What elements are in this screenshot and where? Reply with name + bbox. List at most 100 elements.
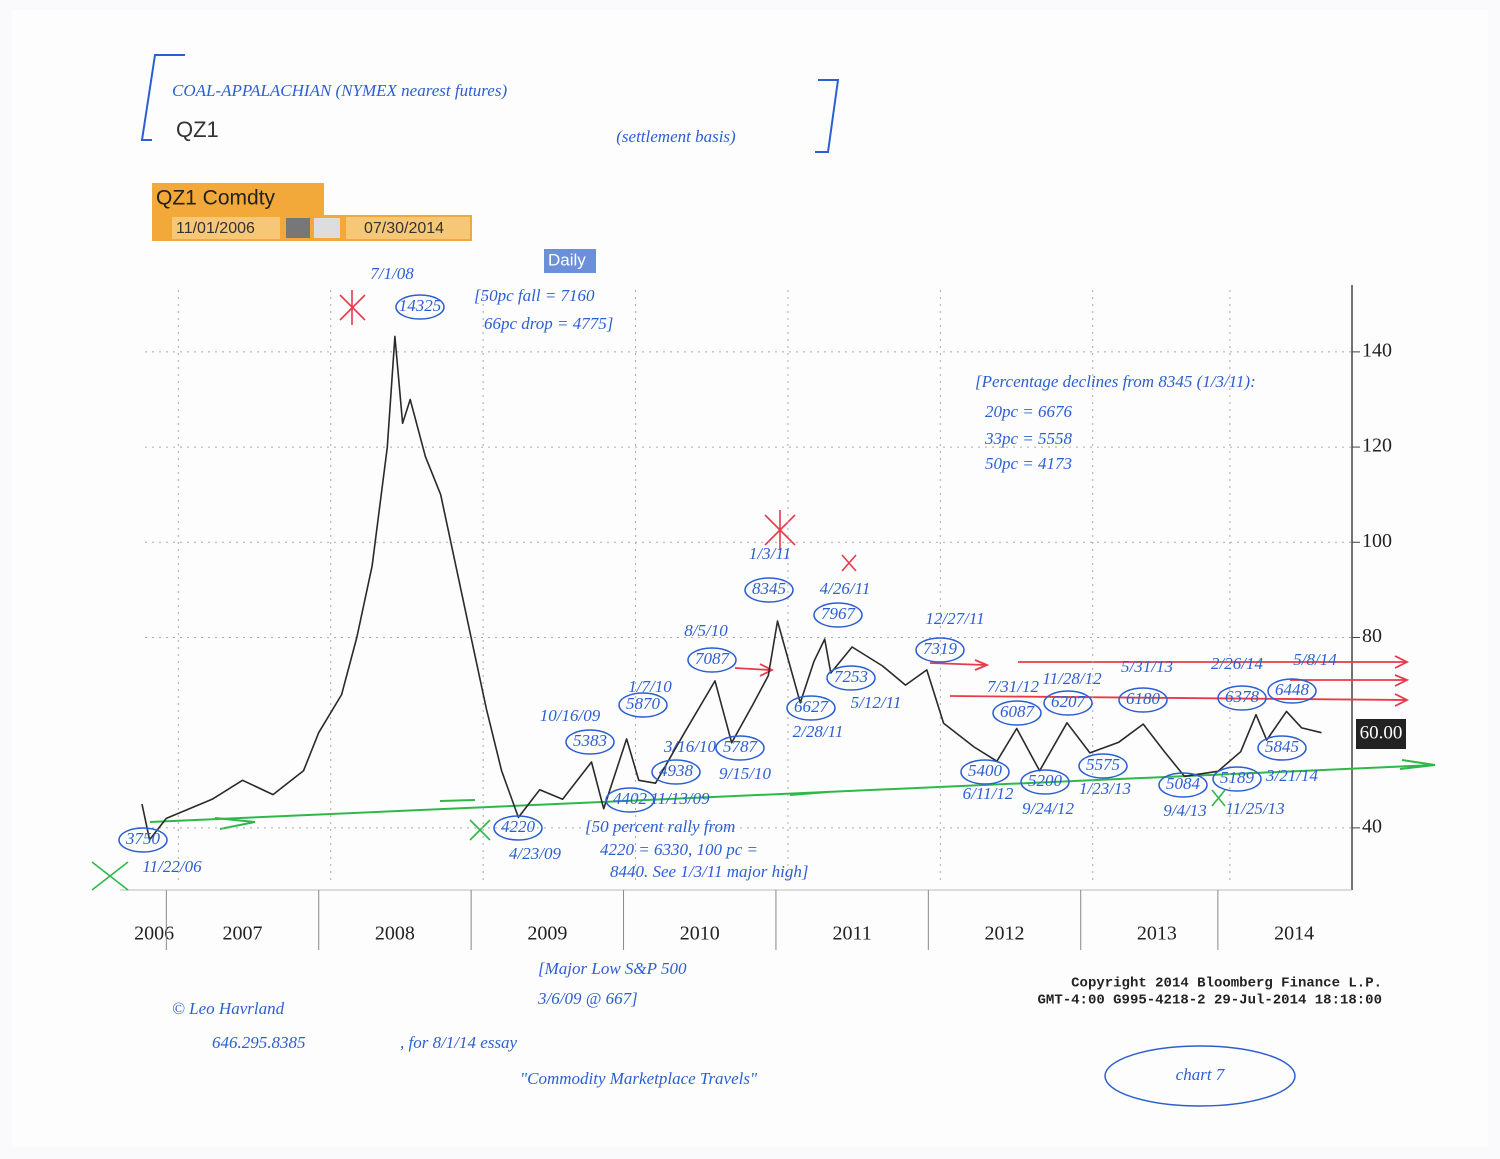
annotation-circle (915, 637, 965, 663)
annotation: 11/22/06 (142, 857, 202, 876)
y-tick-label: 140 (1362, 339, 1392, 361)
annotation-circle (786, 695, 836, 721)
annotation: [50pc fall = 7160 (474, 286, 595, 305)
calendar-icon (286, 218, 310, 238)
annotation-circle (1267, 678, 1317, 704)
chart-title: COAL-APPALACHIAN (NYMEX nearest futures) (172, 81, 507, 100)
annotation-circle (618, 692, 668, 718)
copyright: Copyright 2014 Bloomberg Finance L.P. (1071, 976, 1382, 992)
security-box (152, 183, 324, 215)
annotation-circle (1104, 1045, 1296, 1107)
annotation: 3/21/14 (1265, 766, 1318, 785)
star (339, 290, 857, 572)
annotation: 1/23/13 (1079, 779, 1131, 798)
annotation: 5200 (1028, 771, 1063, 790)
annotation-circle (992, 700, 1042, 726)
annotation: 7087 (695, 649, 731, 668)
annotation-circle (1217, 685, 1267, 711)
annotation: 14325 (399, 296, 442, 315)
annotation: 5787 (723, 737, 759, 756)
annotation-circle (826, 665, 876, 691)
y-tick-label: 40 (1362, 815, 1382, 837)
x-tick-label: 2008 (375, 923, 415, 945)
end-date: 07/30/2014 (364, 220, 444, 237)
annotation-circle (1078, 753, 1128, 779)
annotation: 4220 (501, 817, 536, 836)
annotation-circle (960, 759, 1010, 785)
annotation: 12/27/11 (925, 609, 984, 628)
annotation: 5383 (573, 731, 607, 750)
annotation-circle (1212, 766, 1262, 792)
annotation: 6627 (794, 697, 830, 716)
annotation: 7319 (923, 639, 958, 658)
annotation: 6207 (1051, 692, 1087, 711)
annotation: © Leo Havrland (172, 999, 285, 1018)
annotation: 5/8/14 (1293, 650, 1337, 669)
annotation: 4402 (613, 789, 648, 808)
chart-subtitle: (settlement basis) (616, 127, 736, 146)
annotation: 8/5/10 (684, 621, 728, 640)
annotation: 7967 (821, 604, 857, 623)
annotation: 5845 (1265, 737, 1299, 756)
annotation: "Commodity Marketplace Travels" (520, 1069, 758, 1088)
x-tick-label: 2011 (832, 923, 871, 945)
annotation: 7/1/08 (370, 264, 414, 283)
y-tick-label: 80 (1362, 625, 1382, 647)
annotation: 66pc drop = 4775] (484, 314, 613, 333)
annotation: 6378 (1225, 687, 1260, 706)
annotation-circle (1257, 735, 1307, 761)
bracket (140, 54, 840, 153)
annotation: 10/16/09 (540, 706, 601, 725)
annotation: 33pc = 5558 (984, 429, 1073, 448)
annotation: 5/12/11 (851, 693, 902, 712)
annotation: 3750 (125, 829, 161, 848)
x-tick-label: 2010 (680, 923, 720, 945)
annotation: 4/26/11 (820, 579, 871, 598)
annotation: 11/28/12 (1042, 669, 1102, 688)
annotation-circle (1118, 687, 1168, 713)
annotation-circle (651, 759, 701, 785)
last-price: 60.00 (1360, 722, 1403, 743)
annotation-circle (493, 815, 543, 841)
annotation: 3/16/10 (663, 737, 716, 756)
annotation-circle (1158, 772, 1208, 798)
end-field (346, 217, 470, 239)
annotation-circle (565, 729, 615, 755)
annotation-circle (687, 647, 737, 673)
annotation: 6/11/12 (963, 784, 1014, 803)
y-tick-label: 100 (1362, 530, 1392, 552)
annotation: 50pc = 4173 (985, 454, 1072, 473)
annotation: 7253 (834, 667, 868, 686)
annotation: 2/28/11 (793, 722, 844, 741)
annotation: [50 percent rally from (585, 817, 735, 836)
annotation: 6087 (1000, 702, 1036, 721)
annotation: [Major Low S&P 500 (538, 959, 687, 978)
annotation: 2/26/14 (1211, 654, 1263, 673)
annotation: 4220 = 6330, 100 pc = (600, 840, 758, 859)
annotation: 9/4/13 (1163, 801, 1206, 820)
annotation-circle (813, 602, 863, 628)
annotation-circle (395, 294, 445, 320)
annotation: 3/6/09 @ 667] (537, 989, 638, 1008)
annotation: 4938 (659, 761, 694, 780)
annotation: 9/24/12 (1022, 799, 1074, 818)
annotation-circle (715, 735, 765, 761)
start-field (172, 217, 280, 239)
annotation: 11/13/09 (650, 789, 710, 808)
annotation: 9/15/10 (719, 764, 771, 783)
annotation: 5400 (968, 761, 1003, 780)
annotation: 1/7/10 (628, 677, 672, 696)
x-tick-label: 2013 (1137, 923, 1177, 945)
annotation: 4/23/09 (509, 844, 561, 863)
x-tick-label: 2012 (985, 923, 1025, 945)
annotation-circle (1020, 769, 1070, 795)
annotation: 5575 (1086, 755, 1120, 774)
annotation: 8345 (752, 579, 786, 598)
last-price-box (1356, 719, 1406, 749)
annotation: 5084 (1166, 774, 1201, 793)
annotation: 11/25/13 (1225, 799, 1284, 818)
resistance-arrow (734, 655, 1410, 707)
annotation: 5/31/13 (1121, 657, 1173, 676)
arrow (214, 759, 1436, 830)
x-tick-label: 2006 (134, 923, 174, 945)
